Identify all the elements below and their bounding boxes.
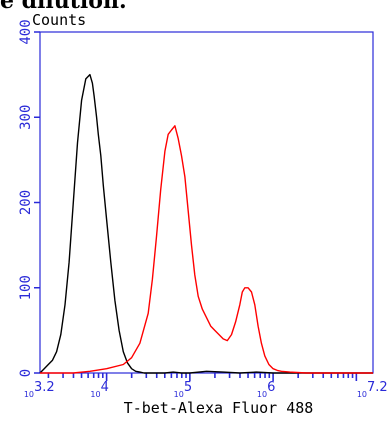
x-tick-exponent: 5 — [184, 380, 192, 395]
y-tick-label: 400 — [18, 19, 34, 44]
plot-frame — [39, 31, 374, 374]
series-layer — [39, 73, 373, 374]
x-tick-exponent: 7.2 — [367, 380, 388, 395]
y-tick-label: 100 — [18, 275, 34, 300]
cut-off-caption: e dilution. — [0, 0, 127, 14]
x-tick-base: 10 — [24, 390, 34, 399]
x-tick-label: 10 4 — [90, 380, 108, 399]
x-tick-base: 10 — [357, 390, 367, 399]
x-tick-base: 10 — [90, 390, 100, 399]
x-tick-exponent: 6 — [267, 380, 275, 395]
y-tick-label: 0 — [18, 369, 34, 377]
y-axis-label: Counts — [32, 11, 86, 29]
x-tick-exponent: 4 — [101, 380, 109, 395]
x-tick-exponent: 3.2 — [34, 380, 55, 395]
x-tick-label: 10 6 — [257, 380, 275, 399]
x-tick-base: 10 — [174, 390, 184, 399]
series-line-1 — [39, 73, 373, 374]
x-tick-label: 10 5 — [174, 380, 192, 399]
x-tick-label: 10 3.2 — [24, 380, 55, 399]
x-axis-label: T-bet-Alexa Fluor 488 — [124, 399, 314, 417]
x-tick-base: 10 — [257, 390, 267, 399]
y-tick-label: 200 — [18, 190, 34, 215]
y-tick-label: 300 — [18, 105, 34, 130]
series-line-2 — [40, 125, 373, 374]
axes-layer — [34, 31, 374, 381]
x-tick-label: 10 7.2 — [357, 380, 388, 399]
